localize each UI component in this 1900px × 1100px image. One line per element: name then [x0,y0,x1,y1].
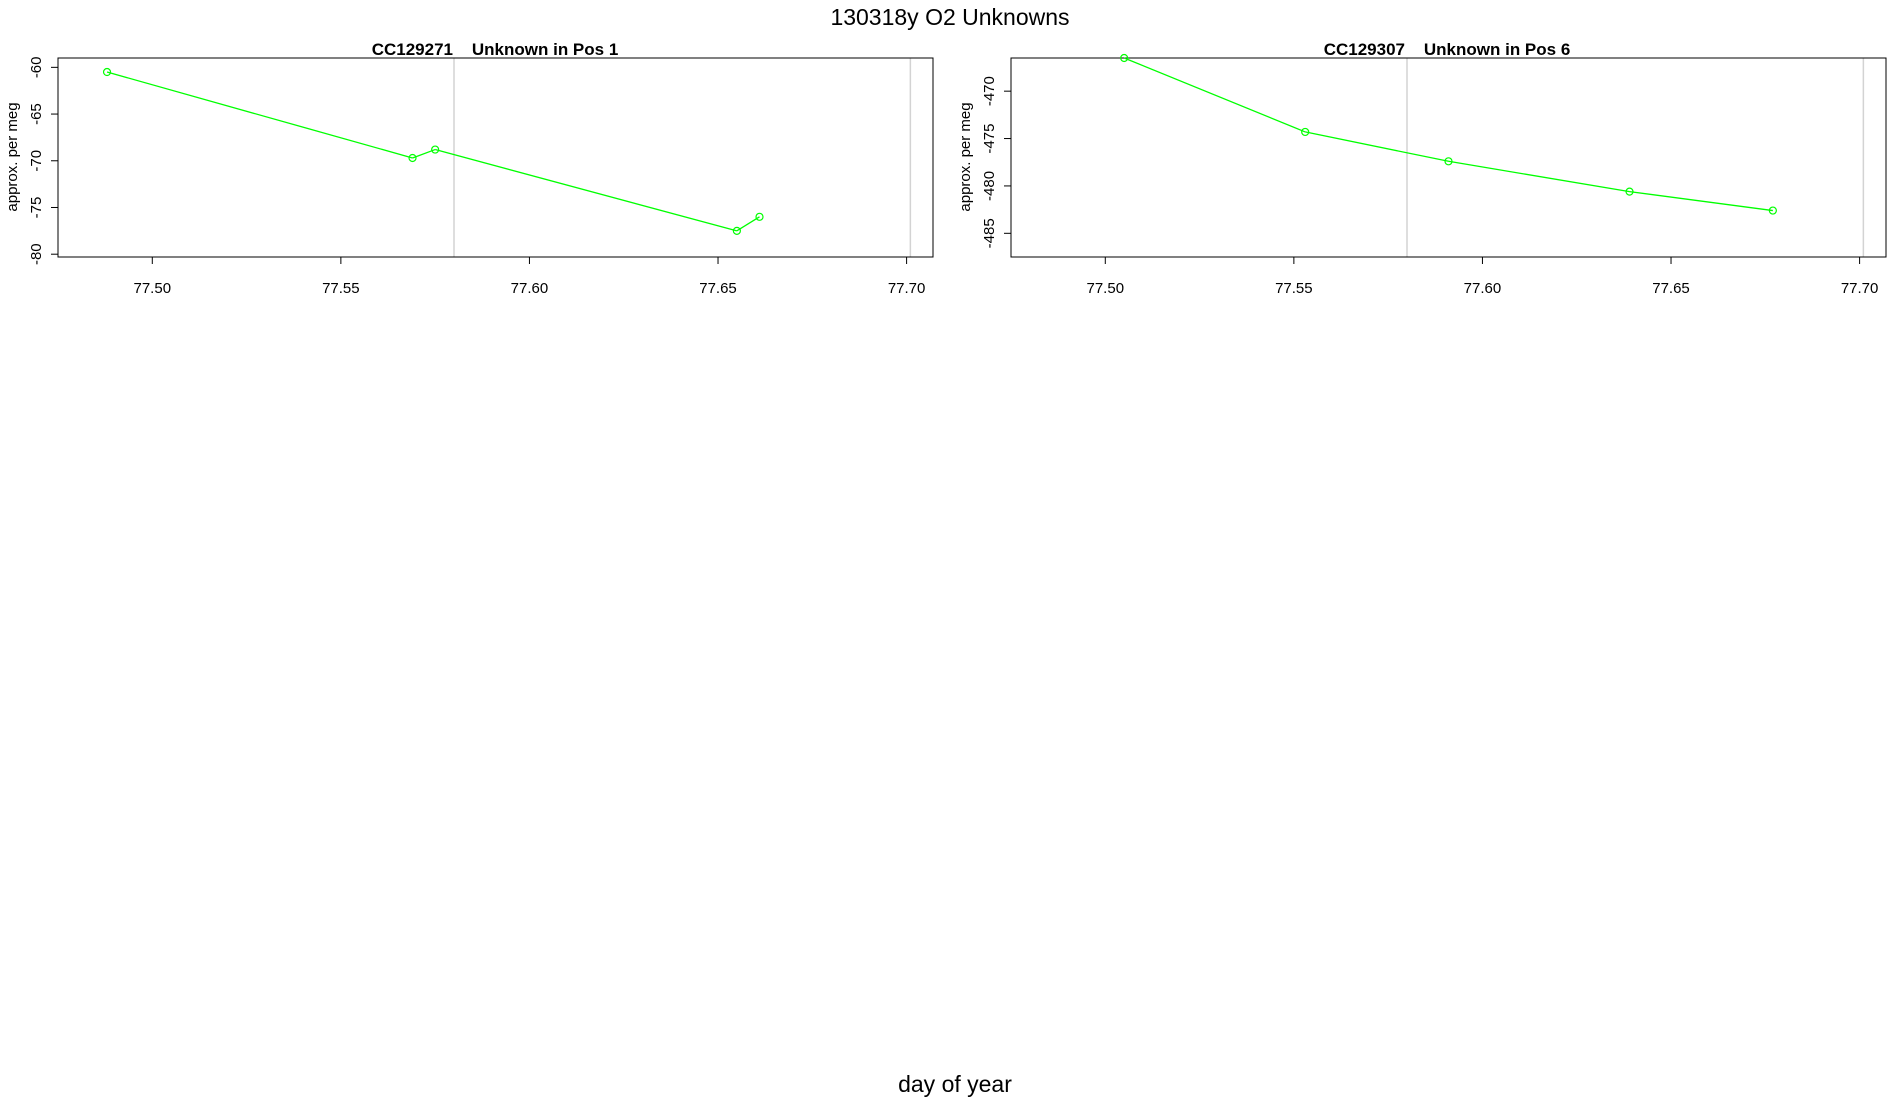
panel-2-x-tick-label-2: 77.60 [1464,280,1502,297]
panel-1-vlines [453,58,912,257]
panel-1-segment-3 [736,216,760,232]
panel-1-point-4 [755,212,764,221]
panel-1-y-tick-label-0: -60 [28,56,45,78]
panel-1-y-tick-label-4: -80 [28,243,45,265]
panel-2-segment-2 [1448,160,1630,193]
panel-1-x-tick-label-2: 77.60 [511,280,549,297]
panel-1-point-1 [408,153,417,163]
panel-1-segment-2 [434,148,738,232]
panel-1-y-tick-label-2: -70 [28,150,45,172]
panel-2-segment-3 [1629,190,1773,212]
panel-2-y-tick-label-2: -480 [981,171,998,201]
panel-1-segment-0 [106,71,413,159]
panel-2-segment-1 [1305,131,1449,162]
panel-2-point-4 [1768,206,1777,215]
panel-1-series [102,67,764,235]
panel-2-segment-0 [1123,57,1306,133]
panel-2-plot-frame [1010,57,1887,258]
panel-2: CC129307 Unknown in Pos 6 77.50 77.55 77.6… [957,40,1887,297]
panel-1-x-tick-label-3: 77.65 [699,280,737,297]
panel-2-title: CC129307 Unknown in Pos 6 [1324,40,1571,59]
panel-1-x-axis: 77.50 77.55 77.60 77.65 77.70 [134,257,926,297]
panel-2-vlines [1406,58,1865,257]
panel-1-point-0 [102,67,112,77]
panel-2-x-axis: 77.50 77.55 77.60 77.65 77.70 [1087,257,1879,297]
panel-2-x-tick-label-1: 77.55 [1275,280,1313,297]
panel-1-y-tick-label-1: -65 [28,103,45,125]
panel-2-y-tick-label-0: -470 [981,76,998,106]
panel-2-y-axis: -470 -475 -480 -485 [981,76,1011,248]
panel-2-ylabel: approx. per meg [957,102,974,211]
panel-1-x-tick-label-0: 77.50 [134,280,172,297]
panel-1-y-axis: -60 -65 -70 -75 -80 [28,56,58,265]
panel-1-plot-frame [57,57,934,258]
panel-1-ylabel: approx. per meg [4,102,21,211]
panel-2-x-tick-label-3: 77.65 [1652,280,1690,297]
panel-1-x-tick-label-4: 77.70 [888,280,926,297]
panel-1-point-3 [732,226,741,235]
panel-1-title: CC129271 Unknown in Pos 1 [372,40,619,59]
panel-1-y-tick-label-3: -75 [28,197,45,219]
x-axis-label: day of year [898,1071,1012,1097]
panel-2-y-tick-label-1: -475 [981,124,998,154]
panel-2-series [1120,53,1777,215]
panel-2-point-3 [1625,187,1634,196]
panel-2-point-0 [1120,53,1129,63]
figure-title: 130318y O2 Unknowns [830,4,1069,30]
panel-1-point-2 [431,145,440,154]
panel-2-x-tick-label-4: 77.70 [1841,280,1879,297]
panel-1: CC129271 Unknown in Pos 1 77.50 77.55 77.6… [4,40,934,297]
panel-2-point-2 [1444,157,1453,166]
panel-1-x-tick-label-1: 77.55 [322,280,360,297]
panel-2-x-tick-label-0: 77.50 [1087,280,1125,297]
panel-2-point-1 [1301,127,1310,137]
panel-2-y-tick-label-3: -485 [981,218,998,248]
